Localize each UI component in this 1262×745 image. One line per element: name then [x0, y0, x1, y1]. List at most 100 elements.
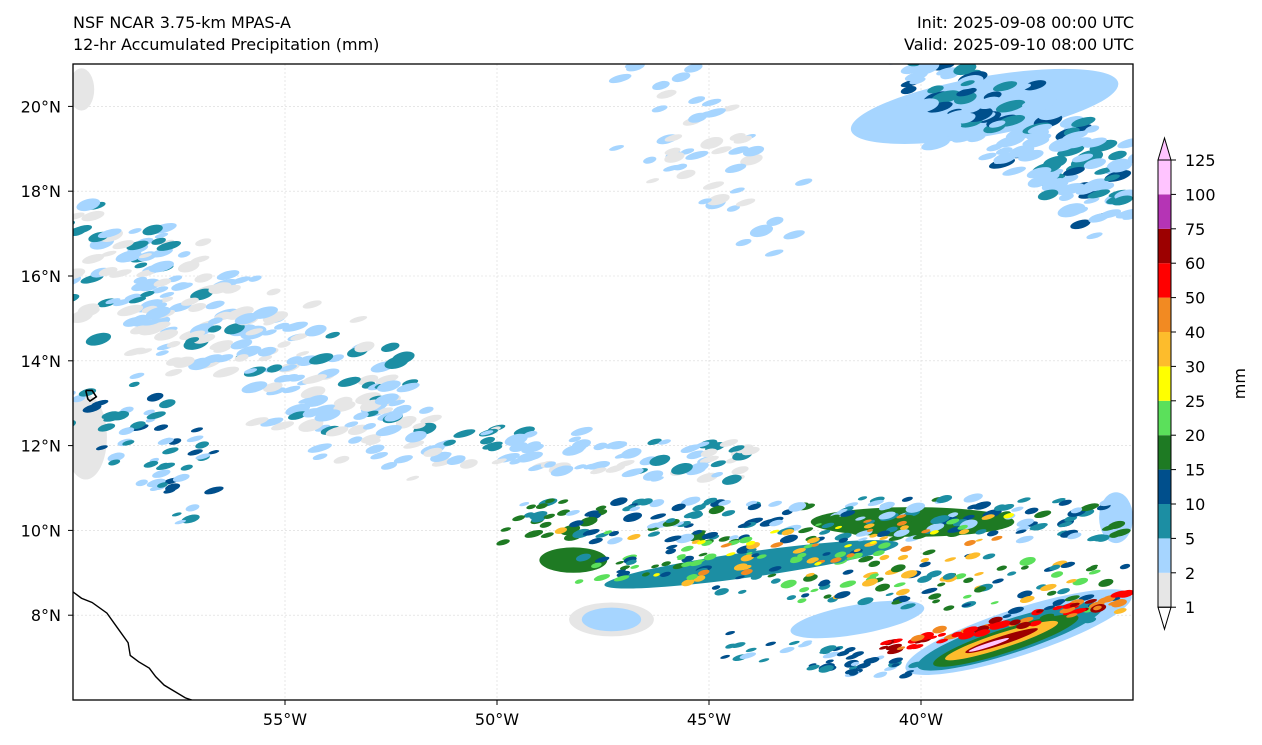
- precip-cell: [582, 528, 600, 536]
- precip-cell: [73, 212, 85, 220]
- precip-cell: [878, 511, 896, 520]
- precip-cell: [290, 333, 308, 341]
- lat-tick-label: 8°N: [31, 606, 61, 625]
- precip-cell: [756, 554, 767, 559]
- precip-cell: [987, 530, 999, 537]
- precip-cell: [257, 346, 277, 357]
- precip-cell: [676, 169, 696, 180]
- precip-cell: [1060, 529, 1078, 538]
- precip-cell: [937, 632, 947, 637]
- precip-cell: [786, 595, 797, 601]
- precip-cell: [180, 464, 193, 471]
- latitude-axis: 20°N 18°N 16°N 14°N 12°N 10°N 8°N: [21, 97, 73, 625]
- precip-cell: [187, 449, 203, 456]
- precip-cell: [928, 635, 938, 640]
- precip-cell: [1002, 166, 1026, 176]
- precip-cell: [363, 423, 376, 430]
- precip-cell: [1099, 498, 1118, 507]
- precip-cell: [138, 253, 152, 259]
- precip-cell: [277, 341, 291, 348]
- precip-cell: [680, 148, 695, 155]
- precip-cell: [703, 108, 726, 118]
- precip-cell: [1027, 123, 1053, 134]
- precip-cell: [579, 516, 598, 527]
- precip-cell: [260, 417, 284, 427]
- precip-cell: [967, 132, 984, 140]
- precip-cell: [516, 451, 540, 463]
- precip-cell: [844, 668, 859, 675]
- lat-tick-label: 14°N: [21, 352, 61, 371]
- precip-cell: [1078, 594, 1095, 601]
- precip-cell: [857, 537, 868, 542]
- precip-cell: [944, 557, 957, 562]
- precip-cell: [190, 427, 203, 433]
- precip-cell: [131, 281, 152, 292]
- precip-cell: [893, 582, 906, 588]
- precip-cell: [651, 105, 668, 113]
- colorbar-tick-label: 30: [1185, 357, 1205, 376]
- precip-cell: [875, 673, 887, 678]
- precip-cell: [98, 267, 118, 277]
- precip-cell: [1069, 602, 1080, 607]
- precip-cell: [1043, 605, 1055, 610]
- precip-cell: [961, 603, 972, 608]
- precip-cell: [927, 85, 944, 94]
- precip-cell: [909, 77, 926, 85]
- precip-cell: [584, 510, 599, 517]
- precip-cell: [588, 537, 603, 545]
- colorbar-tick-label: 60: [1185, 254, 1205, 273]
- precip-cell: [531, 515, 546, 523]
- precip-cell: [621, 468, 644, 478]
- precip-cell: [664, 134, 683, 142]
- precip-cell: [726, 552, 736, 557]
- precip-cell: [1066, 613, 1078, 618]
- precip-cell: [899, 596, 911, 603]
- precip-cell: [767, 551, 784, 561]
- precip-cell: [780, 579, 797, 589]
- precip-cell: [539, 521, 552, 528]
- precip-cell: [765, 641, 777, 646]
- precip-cell: [519, 502, 530, 507]
- precip-cell: [735, 198, 756, 207]
- precip-cell: [797, 598, 807, 604]
- precip-cell: [195, 453, 211, 460]
- precip-cell: [1056, 183, 1085, 196]
- precip-cell: [671, 462, 693, 475]
- precip-cell: [666, 544, 678, 550]
- precip-cell: [1036, 609, 1044, 613]
- precip-cell: [767, 573, 777, 578]
- precip-cell: [550, 465, 574, 477]
- precip-cell: [689, 559, 706, 567]
- precip-cell: [1029, 522, 1048, 531]
- precip-cell: [388, 399, 406, 407]
- lon-tick-label: 55°W: [263, 710, 307, 729]
- precip-cell: [112, 298, 131, 307]
- precip-cell: [1083, 158, 1106, 170]
- precip-cell: [711, 585, 721, 590]
- precip-cell: [711, 471, 724, 478]
- precip-cell: [129, 372, 145, 379]
- field-title: 12-hr Accumulated Precipitation (mm): [73, 35, 380, 54]
- precip-area: [539, 547, 608, 573]
- precip-cell: [850, 661, 860, 666]
- precip-cell: [572, 528, 591, 539]
- precip-cell: [150, 247, 173, 258]
- precip-cell: [213, 345, 231, 353]
- precip-cell: [973, 501, 992, 510]
- precip-cell: [162, 447, 179, 455]
- precip-cell: [720, 654, 731, 659]
- precip-cell: [901, 496, 913, 502]
- precip-cell: [1099, 209, 1122, 219]
- lat-tick-label: 10°N: [21, 521, 61, 540]
- valid-time: Valid: 2025-09-10 08:00 UTC: [903, 35, 1134, 54]
- precip-cell: [140, 290, 155, 298]
- precip-cell: [714, 588, 729, 596]
- precip-cell: [914, 640, 923, 644]
- precip-cell: [698, 552, 708, 557]
- precip-cell: [302, 408, 321, 418]
- precip-cell: [664, 147, 681, 155]
- precip-cell: [684, 64, 703, 73]
- precip-cell: [869, 533, 878, 538]
- precip-cell: [252, 306, 278, 319]
- precip-cell: [122, 440, 135, 446]
